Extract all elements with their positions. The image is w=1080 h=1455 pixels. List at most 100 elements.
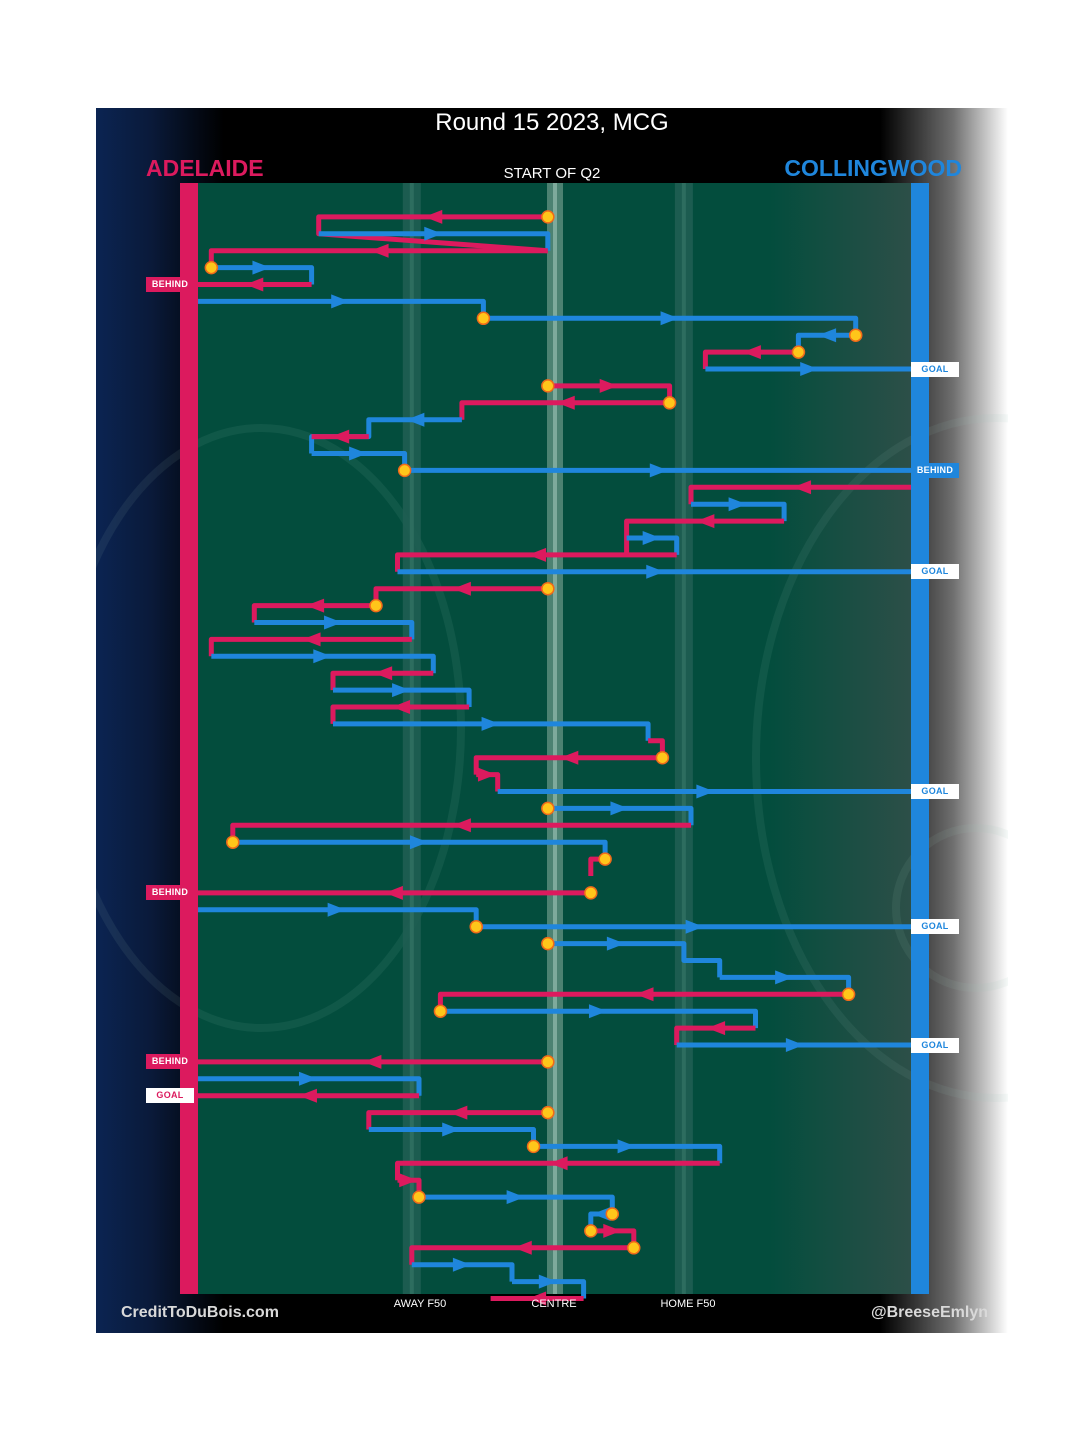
chain-collingwood-49 — [197, 1076, 422, 1096]
chain-arrow-7 — [818, 328, 837, 343]
possession-marker-38 — [598, 852, 612, 866]
chain-arrow-37 — [409, 835, 428, 850]
chain-arrow-23 — [306, 598, 325, 613]
chain-adelaide-46 — [674, 1025, 756, 1045]
possession-markers — [204, 210, 863, 1255]
chain-arrow-52 — [442, 1122, 461, 1137]
score-tag-goal: GOAL — [911, 784, 959, 799]
chain-arrow-26 — [313, 649, 332, 664]
chain-arrow-14 — [349, 446, 368, 461]
chain-arrow-43 — [775, 970, 794, 985]
possession-marker-3 — [204, 260, 219, 275]
away-f50-band-line — [409, 183, 414, 1294]
possession-marker-6 — [476, 311, 491, 326]
possession-marker-39 — [584, 886, 598, 900]
chain-arrow-51 — [449, 1105, 468, 1120]
chain-adelaide-11 — [459, 400, 670, 420]
score-tag-behind: BEHIND — [146, 277, 194, 292]
chain-arrow-62 — [528, 1291, 547, 1306]
chain-chart — [96, 183, 1008, 1306]
possession-marker-58 — [584, 1224, 598, 1238]
score-tag-goal: GOAL — [146, 1088, 194, 1104]
chain-collingwood-28 — [333, 687, 472, 707]
chain-adelaide-20 — [395, 552, 677, 572]
chain-arrow-32 — [560, 750, 579, 765]
chain-adelaide-51 — [366, 1110, 548, 1130]
chain-adelaide-16 — [688, 484, 913, 505]
chain-arrow-21 — [646, 564, 665, 579]
away-f50-label: AWAY F50 — [393, 1298, 447, 1310]
centre-label: CENTRE — [531, 1298, 577, 1310]
chain-collingwood-42 — [547, 941, 723, 978]
chain-arrow-40 — [327, 902, 346, 917]
chain-collingwood-17 — [691, 501, 787, 522]
chain-arrow-9 — [800, 362, 819, 376]
chain-collingwood-24 — [254, 620, 415, 640]
possession-marker-44 — [841, 987, 856, 1002]
possession-marker-0 — [541, 210, 555, 224]
quarter-label: START OF Q2 — [503, 165, 601, 182]
chain-arrow-3 — [252, 260, 271, 275]
chain-arrow-5 — [331, 294, 350, 309]
home-f50-label: HOME F50 — [660, 1298, 716, 1310]
chain-collingwood-45 — [440, 1008, 758, 1029]
possession-marker-37 — [226, 835, 240, 849]
chain-arrow-45 — [588, 1004, 607, 1019]
chain-adelaide-54 — [395, 1160, 720, 1181]
chain-arrow-20 — [528, 547, 547, 562]
chain-arrow-27 — [374, 666, 393, 681]
possession-marker-57 — [605, 1207, 620, 1221]
chain-arrow-29 — [392, 700, 411, 714]
possession-marker-35 — [541, 801, 555, 816]
chain-arrow-54 — [549, 1156, 568, 1171]
zone-bands — [402, 183, 693, 1294]
home-f50-band-line — [681, 183, 686, 1294]
chain-arrow-17 — [728, 497, 747, 512]
chain-arrow-44 — [635, 987, 654, 1002]
possession-marker-11 — [662, 396, 677, 410]
possession-marker-32 — [655, 750, 670, 765]
chain-arrow-47 — [785, 1038, 804, 1052]
chain-collingwood-1 — [318, 231, 551, 251]
chain-adelaide-29 — [330, 704, 470, 724]
chain-arrow-46 — [707, 1021, 726, 1036]
score-tag-behind: BEHIND — [911, 462, 959, 478]
chain-arrow-0 — [424, 209, 443, 224]
chain-arrow-24 — [324, 615, 343, 630]
chain-arrow-13 — [331, 429, 350, 444]
chain-arrow-39 — [384, 885, 403, 900]
chart-card: Round 15 2023, MCG ADELAIDE COLLINGWOOD … — [96, 108, 1008, 1333]
chain-arrow-36 — [452, 818, 471, 833]
logo-watermarks — [96, 414, 1008, 1102]
score-tag-behind: BEHIND — [146, 1054, 194, 1070]
chain-arrow-59 — [513, 1240, 532, 1255]
chain-arrow-1 — [424, 226, 443, 241]
chain-arrow-10 — [599, 378, 618, 393]
chain-adelaide-32 — [473, 755, 663, 775]
chain-arrow-61 — [538, 1274, 557, 1289]
chain-collingwood-61 — [512, 1279, 587, 1299]
chain-arrow-34 — [696, 784, 715, 799]
chain-arrow-16 — [793, 480, 812, 495]
chart-title: Round 15 2023, MCG — [435, 109, 669, 136]
chain-arrow-30 — [481, 716, 500, 731]
possession-marker-51 — [541, 1105, 555, 1120]
chain-arrow-55 — [399, 1173, 418, 1188]
score-tag-behind: BEHIND — [146, 885, 194, 901]
collingwood-goal-line — [911, 183, 929, 1294]
possession-marker-7 — [848, 328, 863, 342]
score-tag-goal: GOAL — [911, 564, 959, 580]
chain-adelaide-59 — [409, 1245, 634, 1265]
away-team-name: ADELAIDE — [146, 155, 264, 181]
chain-collingwood-30 — [333, 721, 651, 741]
chain-arrow-42 — [606, 936, 625, 951]
possession-marker-56 — [412, 1190, 426, 1204]
possession-marker-15 — [397, 463, 412, 478]
chain-arrow-28 — [392, 683, 411, 698]
possession-marker-8 — [791, 345, 806, 359]
possession-marker-22 — [541, 581, 555, 596]
possession-marker-53 — [526, 1139, 541, 1154]
chain-arrow-50 — [298, 1088, 317, 1103]
chain-arrow-2 — [370, 243, 389, 258]
chain-arrow-22 — [452, 581, 471, 596]
